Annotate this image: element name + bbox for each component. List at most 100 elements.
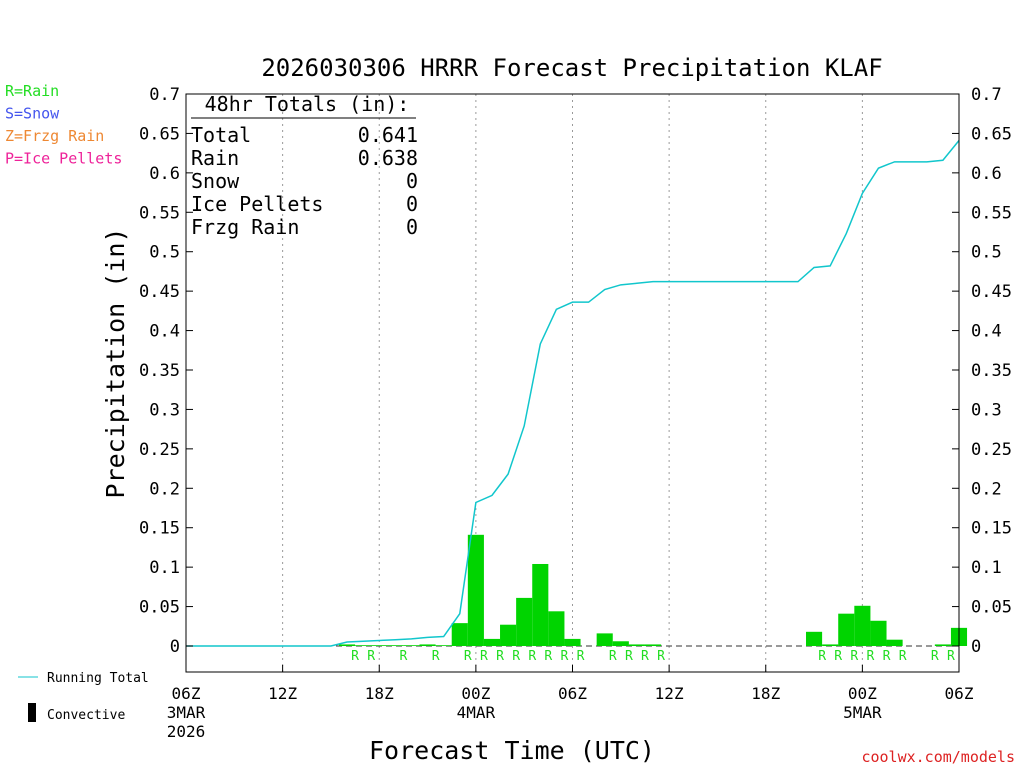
legend-item: P=Ice Pellets [5,150,122,168]
y-tick-label-right: 0.45 [971,282,1012,302]
totals-heading: 48hr Totals (in): [205,92,410,116]
precip-bar [403,645,420,646]
precip-type-mark: R [480,649,488,664]
precip-type-mark: R [818,649,826,664]
precip-bar [500,624,517,646]
legend-item: Z=Frzg Rain [5,127,104,145]
x-axis-label: Forecast Time (UTC) [369,736,655,765]
y-tick-label-right: 0.2 [971,479,1002,499]
y-tick-label-right: 0.6 [971,164,1002,184]
totals-row-value: 0.638 [358,146,418,170]
precip-bar [419,644,436,646]
totals-row-label: Total [191,123,251,147]
y-tick-label: 0.2 [149,479,180,499]
x-tick-label: 06Z [172,684,201,703]
credit-text: coolwx.com/models [861,748,1015,766]
legend-item: R=Rain [5,82,59,100]
x-tick-label: 00Z [461,684,490,703]
totals-row-value: 0 [406,192,418,216]
precip-bar [628,644,645,646]
y-axis-label: Precipitation (in) [101,228,130,499]
precip-type-mark: R [544,649,552,664]
x-tick-label: 12Z [655,684,684,703]
y-tick-label-right: 0.5 [971,243,1002,263]
x-tick-label: 00Z [848,684,877,703]
y-tick-label-right: 0 [971,637,981,657]
legend-item: S=Snow [5,105,60,123]
y-tick-label-right: 0.7 [971,85,1002,105]
y-tick-label: 0.45 [139,282,180,302]
precip-bar [612,641,629,646]
precip-bar [516,597,533,646]
x-tick-label: 3MAR [167,703,206,722]
y-tick-label-right: 0.55 [971,203,1012,223]
precip-type-mark: R [867,649,875,664]
y-tick-label: 0.1 [149,558,180,578]
precip-bar [870,620,887,646]
y-tick-label: 0.35 [139,361,180,381]
precip-bar [371,645,388,646]
y-tick-label: 0.25 [139,440,180,460]
precip-type-mark: R [899,649,907,664]
y-tick-label-right: 0.15 [971,519,1012,539]
y-tick-label: 0.6 [149,164,180,184]
hourly-precip-bars [338,534,968,646]
precip-type-legend: R=Rain S=Snow Z=Frzg Rain P=Ice Pellets [5,82,122,168]
precip-bar [596,633,613,646]
y-tick-label-right: 0.25 [971,440,1012,460]
y-tick-label-right: 0.05 [971,598,1012,618]
precip-bar [806,631,823,646]
precip-type-mark: R [399,649,407,664]
convective-swatch [28,703,36,722]
precip-bar [483,638,501,646]
precip-type-mark: R [883,649,891,664]
precip-bar [854,605,871,646]
precip-bar [355,645,372,646]
precip-bar [467,534,484,646]
precip-type-mark: R [496,649,504,664]
precip-bar [822,644,839,646]
precip-bar [564,638,581,646]
precip-bar [548,611,565,646]
axes: 0 00.05 0.050.1 0.10.15 0.150.2 0.20.25 0.250.… [139,85,1012,741]
totals-row-value: 0 [406,169,418,193]
precip-bar [886,639,903,646]
precip-bar [838,613,855,646]
precip-type-mark: R [947,649,955,664]
precip-type-mark: R [625,649,633,664]
totals-row-label: Rain [191,146,239,170]
precip-type-mark: R [850,649,858,664]
totals-row-label: Ice Pellets [191,192,323,216]
precip-bar [532,563,549,646]
precip-type-mark: R [512,649,520,664]
y-tick-label-right: 0.1 [971,558,1002,578]
series-legend: Running Total Convective [18,671,149,723]
y-tick-label: 0.05 [139,598,180,618]
running-total-legend-label: Running Total [47,671,149,686]
x-tick-label: 18Z [365,684,394,703]
running-total-polyline [186,140,960,647]
totals-row-value: 0 [406,215,418,239]
totals-row-label: Snow [191,169,240,193]
y-tick-label-right: 0.65 [971,124,1012,144]
precip-type-mark: R [641,649,649,664]
totals-row-label: Frzg Rain [191,215,299,239]
precip-bar [435,645,452,646]
precip-type-mark: R [657,649,665,664]
convective-legend-label: Convective [47,708,125,723]
chart-title: 2026030306 HRRR Forecast Precipitation K… [261,54,882,82]
precip-type-mark: R [367,649,375,664]
precip-bar [644,644,662,646]
y-tick-label-right: 0.35 [971,361,1012,381]
precip-type-mark: R [577,649,585,664]
x-tick-label: 5MAR [843,703,882,722]
precip-type-mark: R [561,649,569,664]
y-tick-label: 0.4 [149,322,180,342]
y-tick-label: 0 [170,637,180,657]
precip-type-mark: R [528,649,536,664]
x-tick-label: 2026 [167,722,206,741]
y-tick-label-right: 0.3 [971,400,1002,420]
precip-type-mark: R [931,649,939,664]
